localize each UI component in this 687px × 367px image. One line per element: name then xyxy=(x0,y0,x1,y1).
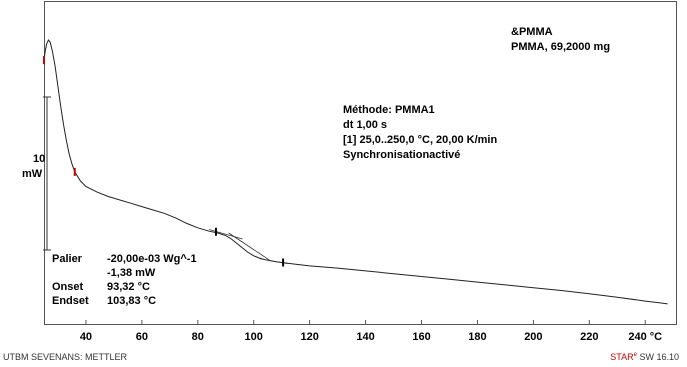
sample-name: &PMMA xyxy=(511,26,553,38)
footer-instrument: UTBM SEVENANS: METTLER xyxy=(3,352,128,362)
onset-value: 93,32 °C xyxy=(107,281,150,293)
footer-star-e: e xyxy=(633,352,637,358)
x-tick-label: 120 xyxy=(300,331,318,343)
tangent-line xyxy=(208,229,243,240)
x-tick-label: 240 °C xyxy=(628,331,662,343)
endset-label: Endset xyxy=(52,295,89,307)
x-tick-label: 40 xyxy=(80,331,92,343)
palier-label: Palier xyxy=(52,253,83,265)
method-dt: dt 1,00 s xyxy=(343,119,387,131)
plot-frame xyxy=(44,1,677,325)
x-tick-label: 100 xyxy=(245,331,263,343)
tangent-line xyxy=(228,232,271,262)
markers xyxy=(43,56,285,267)
curve-layer xyxy=(43,39,668,305)
footer-version: SW 16.10 xyxy=(639,352,679,362)
footer-software: STARe SW 16.10 xyxy=(610,352,679,362)
x-tick-label: 140 xyxy=(356,331,374,343)
method-sync: Synchronisationactivé xyxy=(343,149,460,161)
x-tick-label: 60 xyxy=(136,331,148,343)
endset-value: 103,83 °C xyxy=(107,295,156,307)
x-tick-label: 80 xyxy=(192,331,204,343)
footer-star-brand: STAR xyxy=(610,352,634,362)
scale-bar-unit: mW xyxy=(22,168,43,180)
scale-bar-value: 10 xyxy=(33,153,45,165)
x-axis: 40 60 80 100 120 140 160 180 200 220 240 °C xyxy=(80,320,662,343)
method-title: Méthode: PMMA1 xyxy=(343,104,435,116)
onset-label: Onset xyxy=(52,281,84,293)
x-tick-label: 220 xyxy=(580,331,598,343)
sample-description: PMMA, 69,2000 mg xyxy=(511,41,610,53)
dsc-curve xyxy=(43,39,668,305)
palier-value: -20,00e-03 Wg^-1 xyxy=(107,253,197,265)
palier-value-mw: -1,38 mW xyxy=(107,267,156,279)
x-tick-label: 200 xyxy=(524,331,542,343)
x-tick-label: 180 xyxy=(468,331,486,343)
method-segment: [1] 25,0..250,0 °C, 20,00 K/min xyxy=(343,134,497,146)
x-tick-label: 160 xyxy=(412,331,430,343)
